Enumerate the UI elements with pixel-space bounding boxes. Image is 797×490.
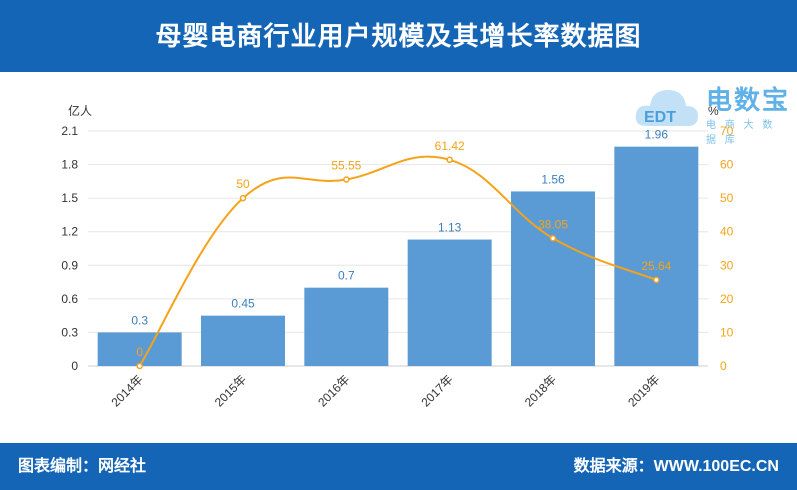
- x-axis-ticks: 2014年 2015年 2016年 2017年 2018年 2019年: [109, 372, 663, 409]
- y2-tick-label: 50: [720, 191, 734, 205]
- x-tick-label: 2014年: [109, 372, 146, 409]
- bar: [97, 332, 182, 366]
- header-bar: 母婴电商行业用户规模及其增长率数据图: [0, 0, 797, 72]
- y-axis-ticks: 0 0.3 0.6 0.9 1.2 1.5 1.8 2.1: [61, 124, 78, 373]
- x-tick-label: 2016年: [315, 372, 352, 409]
- y-tick-label: 0.3: [61, 325, 78, 339]
- line-point: [549, 235, 557, 242]
- bar-value-label: 0.7: [338, 269, 355, 283]
- y-tick-label: 1.5: [61, 191, 78, 205]
- line-point: [446, 156, 453, 164]
- y-tick-label: 0: [71, 359, 78, 373]
- bar: [511, 191, 595, 366]
- footer-editor: 图表编制：网经社: [18, 458, 147, 475]
- bar: [614, 146, 699, 366]
- y2-tick-label: 20: [720, 292, 734, 306]
- x-tick-label: 2015年: [212, 372, 249, 409]
- line-value-label: 25.64: [641, 259, 671, 273]
- logo-subtitle: 电 商 大 数 据 库: [706, 120, 776, 146]
- footer-bar: 图表编制：网经社 数据来源：WWW.100EC.CN: [0, 443, 797, 490]
- y2-tick-label: 10: [720, 325, 734, 339]
- cloud-logo-icon: EDT: [635, 90, 698, 126]
- y-tick-label: 1.8: [61, 158, 78, 172]
- x-tick-label: 2017年: [419, 372, 456, 409]
- line-point: [653, 276, 660, 284]
- line-value-label: 61.42: [435, 139, 465, 153]
- line-point: [343, 176, 350, 183]
- y-tick-label: 2.1: [61, 124, 78, 138]
- bar: [201, 315, 285, 366]
- y2-tick-label: 0: [720, 359, 727, 373]
- line-value-label: 38.05: [538, 217, 568, 231]
- y2-tick-label: 40: [720, 225, 734, 239]
- grid-lines: [88, 130, 708, 367]
- chart: 亿人 % 0 0.3 0.6 0.9 1.2 1.5 1.8 2.1 0 10 20 30 40 50 6…: [61, 103, 734, 409]
- y-tick-label: 1.2: [61, 225, 78, 239]
- data-labels: 0.3 0.45 0.7 1.13 1.56 1.96 0 50 55.55 61.42 38.05…: [131, 128, 671, 359]
- bar-value-label: 0.45: [231, 297, 255, 311]
- x-tick-label: 2018年: [522, 372, 559, 409]
- y2-tick-label: 30: [720, 258, 734, 272]
- y-tick-label: 0.9: [61, 258, 78, 272]
- logo-brand: 电数宝: [706, 85, 791, 115]
- bar-value-label: 1.13: [438, 221, 462, 235]
- footer-source: 数据来源：WWW.100EC.CN: [573, 458, 779, 475]
- line-point: [136, 362, 143, 370]
- logo: EDT 电数宝 电 商 大 数 据 库: [632, 76, 792, 146]
- bar-value-label: 1.96: [645, 128, 669, 142]
- bar-series: [97, 146, 699, 366]
- bar: [304, 287, 389, 366]
- x-tick-label: 2019年: [625, 372, 662, 409]
- y2-axis-ticks: 0 10 20 30 40 50 60 70: [720, 124, 734, 373]
- y-tick-label: 0.6: [61, 292, 78, 306]
- line-value-label: 0: [136, 345, 143, 359]
- page-title: 母婴电商行业用户规模及其增长率数据图: [155, 21, 642, 51]
- y2-tick-label: 60: [720, 158, 734, 172]
- line-value-label: 55.55: [331, 159, 361, 173]
- y2-tick-label: 70: [720, 124, 734, 138]
- bar-value-label: 0.3: [131, 313, 148, 327]
- y2-axis-label: %: [708, 104, 719, 118]
- line-points: [136, 156, 660, 370]
- line-value-label: 50: [236, 177, 250, 191]
- bar: [407, 239, 492, 366]
- line-point: [239, 194, 247, 202]
- y-axis-label: 亿人: [68, 103, 92, 118]
- bar-value-label: 1.56: [541, 172, 565, 186]
- logo-mark: EDT: [644, 109, 676, 126]
